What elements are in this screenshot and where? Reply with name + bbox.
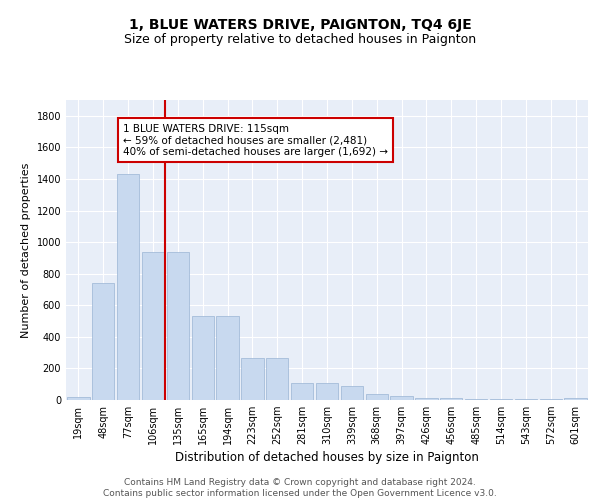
Bar [191,316,214,400]
Bar [490,399,512,400]
Bar [465,399,487,400]
Bar [565,398,587,400]
Text: 1 BLUE WATERS DRIVE: 115sqm
← 59% of detached houses are smaller (2,481)
40% of : 1 BLUE WATERS DRIVE: 115sqm ← 59% of det… [123,124,388,157]
Bar [365,394,388,400]
Bar [266,358,289,400]
Bar [539,399,562,400]
Bar [440,398,463,400]
Bar [316,382,338,400]
Bar [117,174,139,400]
Y-axis label: Number of detached properties: Number of detached properties [21,162,31,338]
Bar [341,386,363,400]
Bar [217,316,239,400]
X-axis label: Distribution of detached houses by size in Paignton: Distribution of detached houses by size … [175,452,479,464]
Bar [67,396,89,400]
Bar [515,399,537,400]
Bar [92,283,115,400]
Bar [291,382,313,400]
Text: 1, BLUE WATERS DRIVE, PAIGNTON, TQ4 6JE: 1, BLUE WATERS DRIVE, PAIGNTON, TQ4 6JE [128,18,472,32]
Bar [415,398,437,400]
Bar [391,396,413,400]
Text: Size of property relative to detached houses in Paignton: Size of property relative to detached ho… [124,32,476,46]
Text: Contains HM Land Registry data © Crown copyright and database right 2024.
Contai: Contains HM Land Registry data © Crown c… [103,478,497,498]
Bar [142,252,164,400]
Bar [167,252,189,400]
Bar [241,358,263,400]
